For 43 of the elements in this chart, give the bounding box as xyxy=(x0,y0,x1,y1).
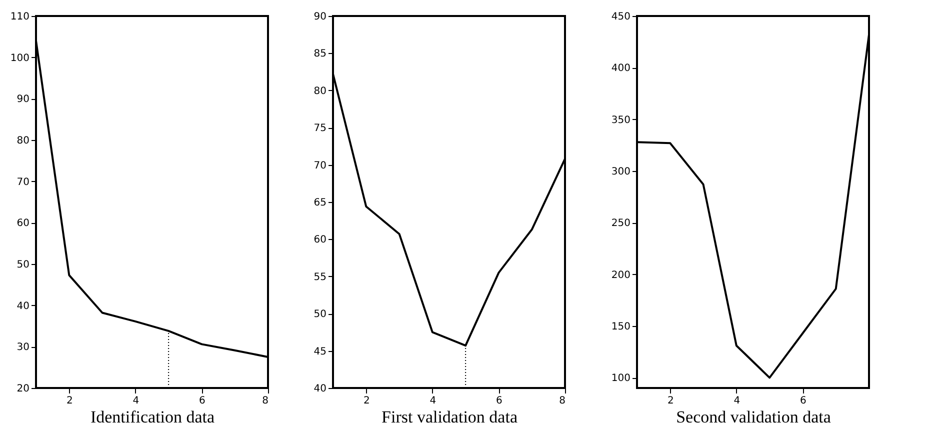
x-tick-label: 2 xyxy=(667,396,674,406)
y-tick-label: 350 xyxy=(611,114,630,126)
y-tick-label: 80 xyxy=(314,86,326,97)
y-tick-label: 90 xyxy=(314,12,326,22)
y-tick-label: 45 xyxy=(314,346,326,358)
y-tick-label: 70 xyxy=(314,160,326,172)
x-axis-title: Identification data xyxy=(90,408,216,426)
y-tick-label: 70 xyxy=(16,176,30,188)
x-tick-label: 6 xyxy=(496,396,502,406)
y-tick-label: 80 xyxy=(16,136,30,146)
y-tick-label: 300 xyxy=(611,166,630,178)
y-tick-label: 50 xyxy=(314,309,326,320)
x-tick-label: 4 xyxy=(734,396,740,406)
x-tick-label: 6 xyxy=(800,396,806,406)
y-tick-label: 50 xyxy=(16,260,30,270)
x-tick-label: 6 xyxy=(199,396,206,406)
y-tick-label: 40 xyxy=(314,384,326,394)
y-tick-label: 65 xyxy=(314,198,326,208)
y-tick-label: 85 xyxy=(314,48,326,60)
x-tick-label: 2 xyxy=(66,396,73,406)
y-tick-label: 40 xyxy=(16,300,30,312)
y-tick-label: 75 xyxy=(314,123,326,134)
y-tick-label: 200 xyxy=(611,270,630,281)
y-tick-label: 100 xyxy=(611,373,630,384)
y-tick-label: 60 xyxy=(314,234,326,246)
y-tick-label: 90 xyxy=(16,94,30,106)
y-tick-label: 30 xyxy=(16,342,30,354)
y-tick-label: 110 xyxy=(10,12,30,22)
x-tick-label: 8 xyxy=(262,396,268,406)
x-tick-label: 8 xyxy=(559,396,566,406)
x-tick-label: 4 xyxy=(430,396,436,406)
x-tick-label: 4 xyxy=(132,396,140,406)
y-tick-label: 150 xyxy=(611,322,630,332)
y-tick-label: 55 xyxy=(314,272,326,283)
y-tick-label: 100 xyxy=(10,52,30,64)
x-axis-title: First validation data xyxy=(382,408,518,426)
y-tick-label: 250 xyxy=(611,218,630,230)
x-axis-title: Second validation data xyxy=(676,408,832,426)
y-tick-label: 60 xyxy=(16,218,30,230)
y-tick-label: 450 xyxy=(611,12,630,22)
y-tick-label: 20 xyxy=(16,384,30,394)
y-tick-label: 400 xyxy=(611,63,630,74)
x-tick-label: 2 xyxy=(363,396,370,406)
